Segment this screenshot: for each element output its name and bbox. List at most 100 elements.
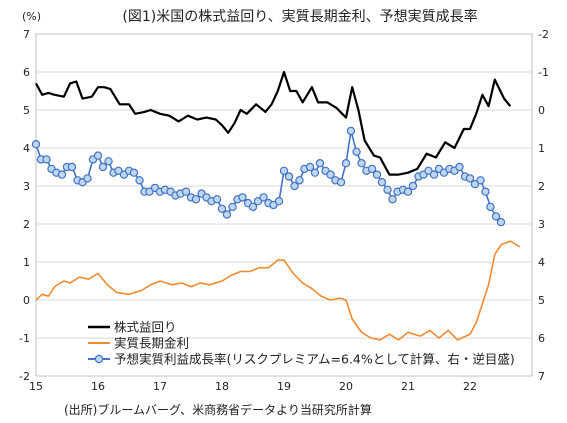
series-point [42,155,51,164]
series-point [274,196,284,206]
right-tick-label: 1 [538,142,545,155]
left-tick-label: 7 [23,28,30,41]
series-point [408,181,418,191]
series-point [145,187,154,196]
x-tick-label: 19 [277,380,291,393]
series-point [57,170,67,179]
series-line-1 [35,70,512,176]
series-point [284,172,294,181]
series-point [403,187,413,196]
series-point [212,195,222,204]
left-tick-label: 0 [23,294,30,307]
series-point [336,177,346,187]
series-point [341,158,351,168]
series-point [135,176,144,185]
series-point [310,168,320,177]
plot-frame [35,33,533,377]
series-point [372,170,382,179]
right-tick-label: 4 [538,256,545,269]
series-point [439,168,449,177]
right-tick-label: 2 [538,180,545,193]
plot-border [35,33,533,377]
x-tick-label: 17 [153,380,167,393]
x-tick-label: 18 [215,380,229,393]
right-tick-label: 6 [538,332,545,345]
legend: 株式益回り実質長期金利予想実質利益成長率(リスクプレミアム=6.4%として計算、… [88,320,515,367]
series-point [496,217,506,227]
series-point [295,176,304,185]
x-tick-label: 20 [339,380,353,393]
left-tick-label: 4 [23,142,30,155]
series-point [346,126,356,136]
series-point [217,204,227,213]
legend-label-1: 株式益回り [114,320,177,335]
series-point [228,202,237,212]
x-tick-label: 22 [463,380,477,393]
right-tick-label: 5 [538,294,545,307]
series-point [429,170,439,179]
left-tick-label: 3 [23,180,30,193]
series-point [388,195,397,204]
left-axis-unit: (%) [22,10,41,23]
left-tick-label: -2 [19,370,30,383]
series-point [486,202,495,212]
legend-marker [94,354,104,364]
series-point [181,187,191,196]
series-point [269,200,278,210]
series-point [491,212,501,221]
series-point [326,170,335,179]
left-tick-label: 2 [23,218,30,231]
left-tick-label: 1 [23,256,30,269]
series-point [315,158,325,168]
chart-title: (図1)米国の株式益回り、実質長期金利、予想実質成長率 [122,8,477,25]
right-axis-ticks: -2 -1 0 1 2 3 4 5 6 7 [538,28,549,383]
series-point [98,162,108,172]
source-note: (出所)ブルームバーグ、米商務省データより当研究所計算 [64,402,372,417]
series-point [455,162,464,172]
left-axis-ticks: 7 6 5 4 3 2 1 0 -1 -2 [19,28,30,383]
series-point [129,168,139,177]
series-point [31,139,41,149]
series-point [367,164,377,174]
x-axis-ticks: 15 16 17 18 19 20 21 22 [29,380,477,393]
series-point [93,151,103,160]
right-tick-label: 3 [538,218,545,231]
legend-label-3: 予想実質利益成長率(リスクプレミアム=6.4%として計算、右・逆目盛) [114,352,515,367]
series-point [352,147,361,156]
series-point [67,162,77,172]
series-point [476,176,485,185]
series-point [238,193,247,202]
series-line-2 [35,240,521,341]
right-tick-label: -1 [538,66,549,79]
series-point [481,187,490,196]
series-point [114,166,123,175]
x-tick-label: 15 [29,380,43,393]
x-tick-label: 16 [91,380,105,393]
series-point [253,196,263,206]
series-point [377,177,387,187]
left-tick-label: 5 [23,104,30,117]
series-point [290,181,299,191]
series-point [104,157,113,166]
series-point [248,202,258,212]
right-tick-label: 7 [538,370,545,383]
series-point [222,210,232,219]
left-tick-label: -1 [19,332,30,345]
x-tick-label: 21 [401,380,415,393]
right-tick-label: 0 [538,104,545,117]
series-point [383,185,392,194]
left-tick-label: 6 [23,66,30,79]
series-point [465,174,475,183]
series-point [259,193,268,202]
legend-label-2: 実質長期金利 [114,336,189,351]
series-point [279,166,289,175]
series-layer [31,70,521,341]
series-point [83,174,92,183]
series-point [424,166,433,175]
series-point [305,162,315,172]
series-point [191,195,201,204]
right-tick-label: -2 [538,28,549,41]
series-point [357,158,366,168]
